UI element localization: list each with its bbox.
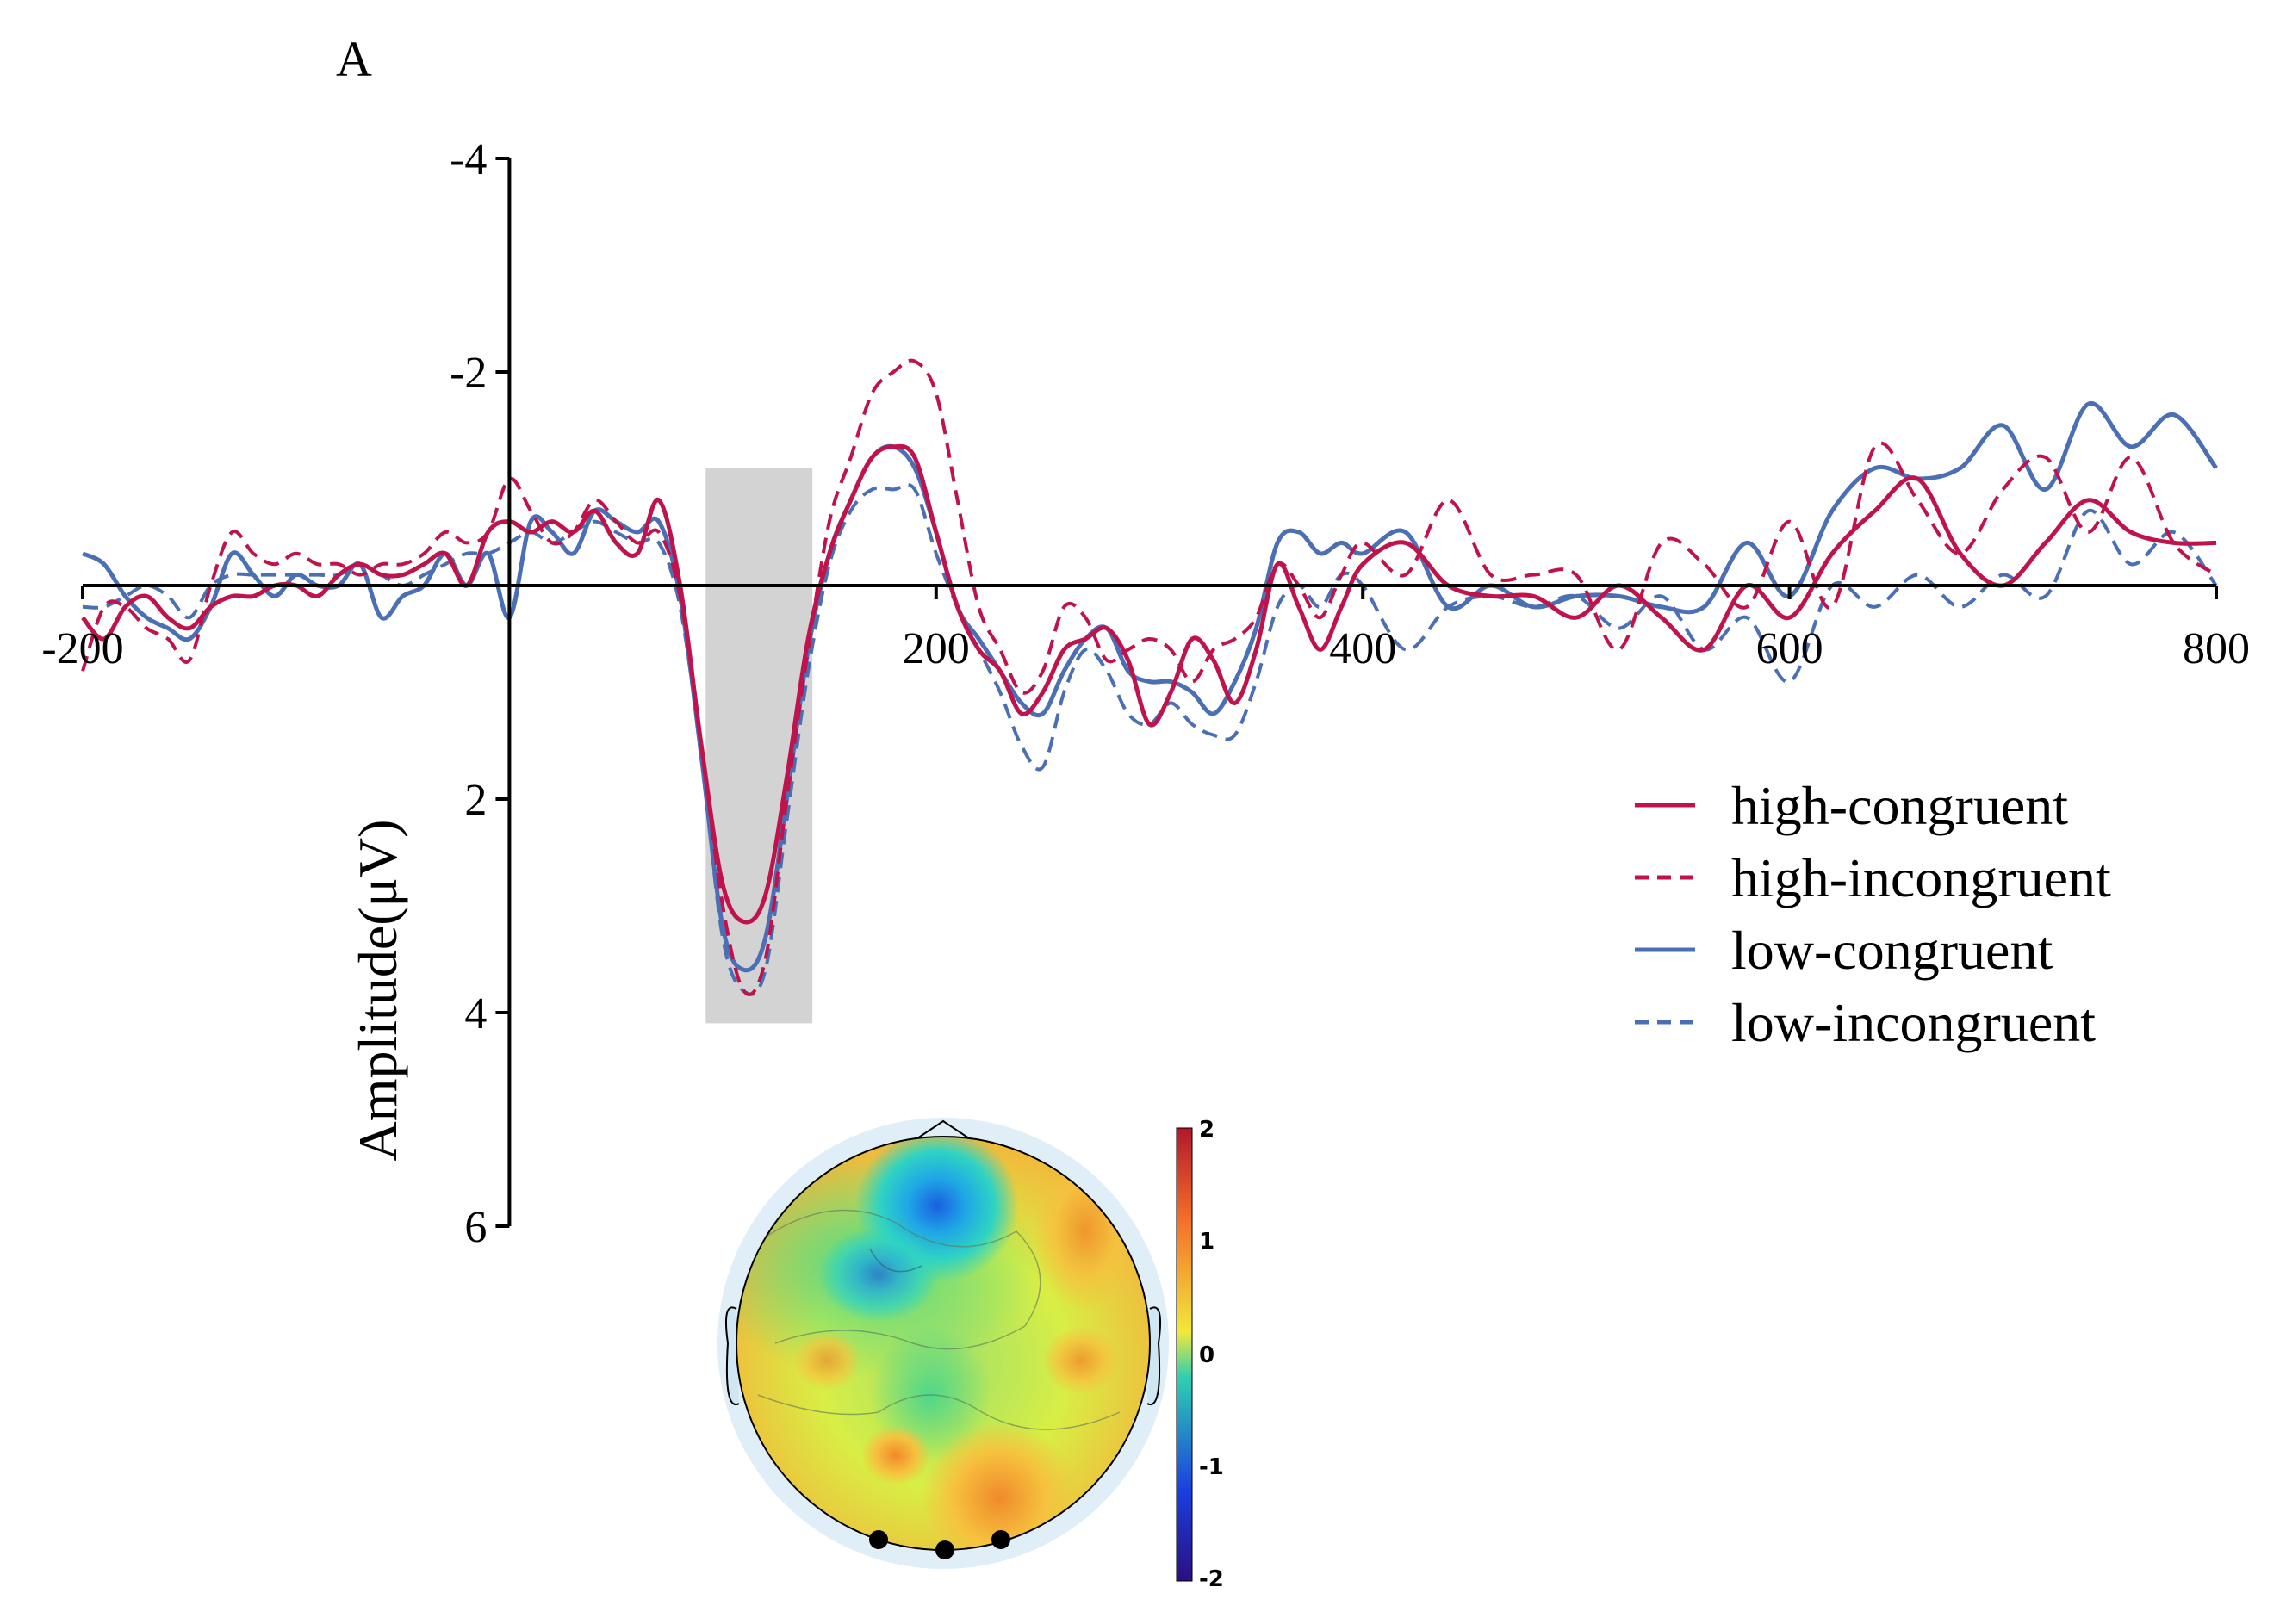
x-ticks: -200 200 400 600 800 xyxy=(41,586,2250,673)
colorbar-tick-label: -1 xyxy=(1199,1454,1224,1480)
colorbar-tick-label: 1 xyxy=(1199,1229,1214,1255)
legend: high-congruent high-incongruent low-congru… xyxy=(1635,775,2111,1053)
y-tick-label: 2 xyxy=(464,776,487,825)
colorbar-tick-label: 2 xyxy=(1199,1117,1214,1143)
x-tick-label: 400 xyxy=(1329,624,1396,673)
topomap-positive-region xyxy=(861,1425,930,1485)
electrode-marker xyxy=(869,1530,888,1549)
colorbar-tick-label: 0 xyxy=(1199,1342,1214,1368)
legend-label: high-congruent xyxy=(1731,775,2068,836)
legend-label: low-incongruent xyxy=(1731,992,2096,1053)
y-ticks: -4 -2 2 4 6 xyxy=(450,135,510,1252)
topomap-contour xyxy=(749,1209,1041,1350)
legend-label: high-incongruent xyxy=(1731,847,2111,908)
colorbar-tick-label: -2 xyxy=(1199,1566,1224,1592)
panel-label: A xyxy=(336,31,372,87)
y-tick-label: -2 xyxy=(450,349,487,398)
x-tick-label: 600 xyxy=(1756,624,1823,673)
series-layer xyxy=(81,358,2219,996)
scalp-topomap: 2 1 0 -1 -2 xyxy=(717,1117,1224,1592)
topomap-negative-region xyxy=(818,1227,939,1322)
y-axis-label: Amplitude(μV) xyxy=(347,820,408,1162)
topomap-contour xyxy=(757,1394,1121,1430)
legend-label: low-congruent xyxy=(1731,920,2053,981)
topomap-positive-region xyxy=(1042,1326,1120,1395)
series-line-high-congruent xyxy=(81,443,2217,925)
topomap-left-ear xyxy=(725,1306,740,1406)
highlighted-electrodes xyxy=(869,1530,1010,1559)
plot-area: -4 -2 2 4 6 -200 200 400 600 800 xyxy=(41,135,2250,1252)
series-line-high-incongruent xyxy=(81,358,2218,996)
colorbar xyxy=(1176,1127,1193,1582)
topomap-contour xyxy=(869,1248,922,1273)
y-tick-label: -4 xyxy=(450,135,487,184)
x-tick-label: 800 xyxy=(2183,624,2250,673)
y-tick-label: 4 xyxy=(464,989,487,1038)
y-tick-label: 6 xyxy=(464,1203,487,1252)
x-tick-label: -200 xyxy=(41,624,123,673)
topomap-right-ear xyxy=(1146,1306,1161,1406)
electrode-marker xyxy=(935,1540,954,1559)
topomap-positive-region xyxy=(792,1330,861,1391)
electrode-marker xyxy=(991,1530,1010,1549)
x-tick-label: 200 xyxy=(903,624,970,673)
